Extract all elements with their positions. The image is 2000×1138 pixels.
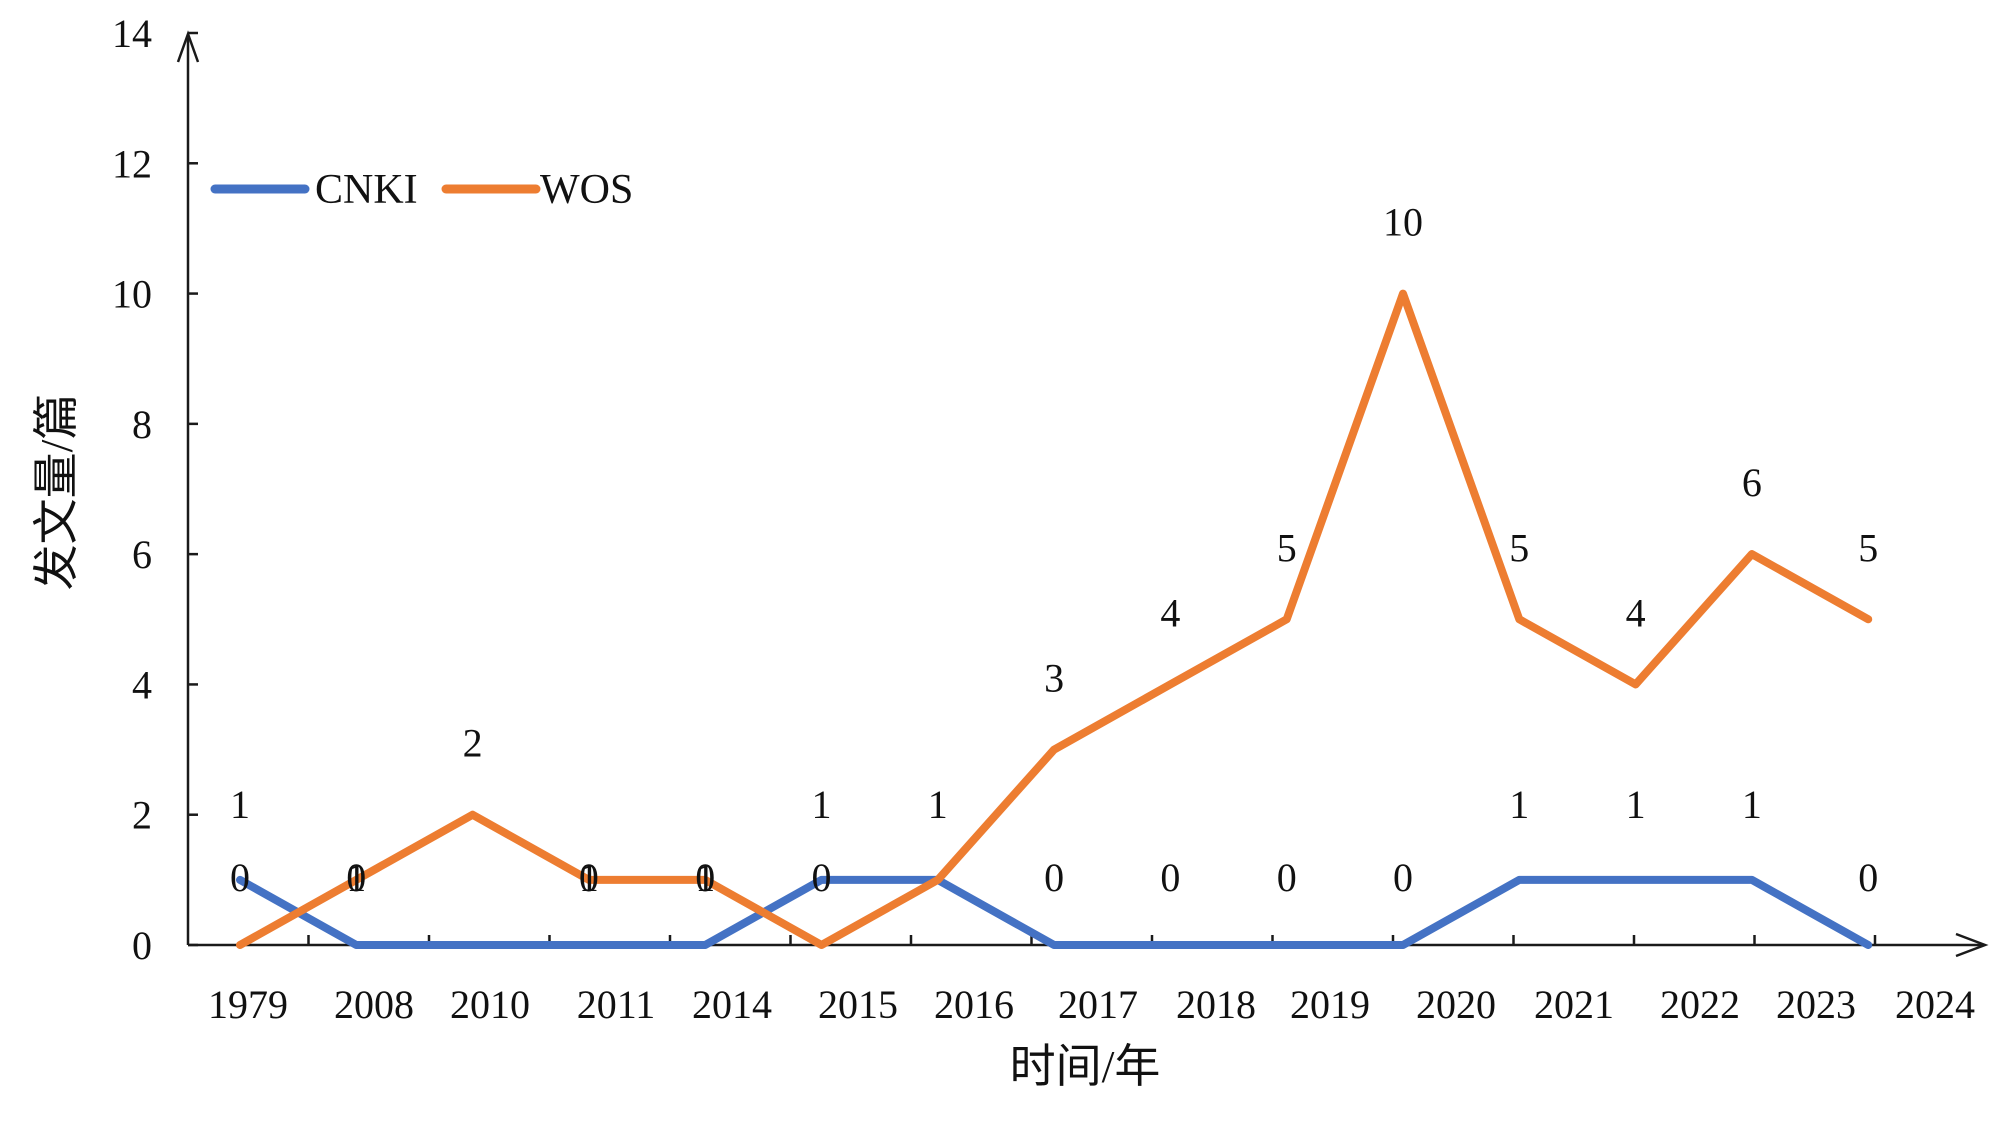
data-label-wos: 6 [1742, 460, 1762, 505]
data-label-cnki: 1 [1626, 782, 1646, 827]
data-label-wos: 5 [1858, 525, 1878, 570]
data-label-wos: 10 [1383, 200, 1423, 245]
x-tick-label: 2022 [1660, 982, 1740, 1027]
data-label-wos: 4 [1626, 590, 1646, 635]
x-tick-label: 1979 [208, 982, 288, 1027]
data-label-wos: 0 [812, 855, 832, 900]
data-label-cnki: 0 [1858, 855, 1878, 900]
data-label-cnki: 1 [1509, 782, 1529, 827]
x-tick-label: 2010 [450, 982, 530, 1027]
data-label-wos: 0 [230, 855, 250, 900]
y-tick-label: 2 [132, 793, 152, 838]
x-tick-label: 2024 [1895, 982, 1975, 1027]
data-label-cnki: 1 [346, 855, 366, 900]
x-tick-label: 2018 [1176, 982, 1256, 1027]
series-line-wos [236, 289, 1873, 949]
data-label-cnki: 1 [928, 782, 948, 827]
data-label-wos: 0 [695, 855, 715, 900]
data-label-cnki: 1 [230, 782, 250, 827]
data-label-cnki: 0 [1160, 855, 1180, 900]
x-tick-label: 2020 [1416, 982, 1496, 1027]
x-tick-label: 2021 [1534, 982, 1614, 1027]
y-tick-label: 10 [112, 272, 152, 317]
data-label-wos: 5 [1509, 525, 1529, 570]
y-tick-label: 12 [112, 141, 152, 186]
y-tick-label: 14 [112, 11, 152, 56]
data-label-cnki: 1 [695, 855, 715, 900]
y-tick-label: 4 [132, 662, 152, 707]
data-label-wos: 2 [463, 721, 483, 766]
legend-label-wos: WOS [540, 167, 633, 213]
x-axis-title: 时间/年 [1010, 1041, 1161, 1092]
x-tick-label: 2008 [334, 982, 414, 1027]
data-label-cnki: 1 [579, 855, 599, 900]
data-label-cnki: 0 [1277, 855, 1297, 900]
legend: CNKI WOS [210, 167, 633, 213]
x-tick-label: 2015 [818, 982, 898, 1027]
y-tick-label: 0 [132, 923, 152, 968]
x-tick-label: 2017 [1058, 982, 1138, 1027]
data-label-wos: 3 [1044, 656, 1064, 701]
data-label-cnki: 1 [1742, 782, 1762, 827]
x-tick-label: 2019 [1290, 982, 1370, 1027]
data-label-cnki: 0 [1044, 855, 1064, 900]
data-label-wos: 4 [1160, 590, 1180, 635]
series-line-cnki [236, 875, 1873, 949]
data-label-cnki: 1 [812, 782, 832, 827]
data-label-cnki: 0 [1393, 855, 1413, 900]
data-label-wos: 0 [346, 855, 366, 900]
axes [176, 30, 1989, 958]
y-axis-title: 发文量/篇 [31, 394, 82, 591]
series-lines [236, 289, 1873, 949]
data-label-wos: 0 [579, 855, 599, 900]
legend-label-cnki: CNKI [315, 167, 418, 213]
x-tick-label: 2014 [692, 982, 772, 1027]
x-tick-label: 2023 [1776, 982, 1856, 1027]
data-label-wos: 5 [1277, 525, 1297, 570]
y-tick-label: 6 [132, 532, 152, 577]
x-tick-label: 2011 [577, 982, 656, 1027]
x-axis-arrow [1955, 932, 1989, 958]
x-tick-label: 2016 [934, 982, 1014, 1027]
y-tick-label: 8 [132, 402, 152, 447]
